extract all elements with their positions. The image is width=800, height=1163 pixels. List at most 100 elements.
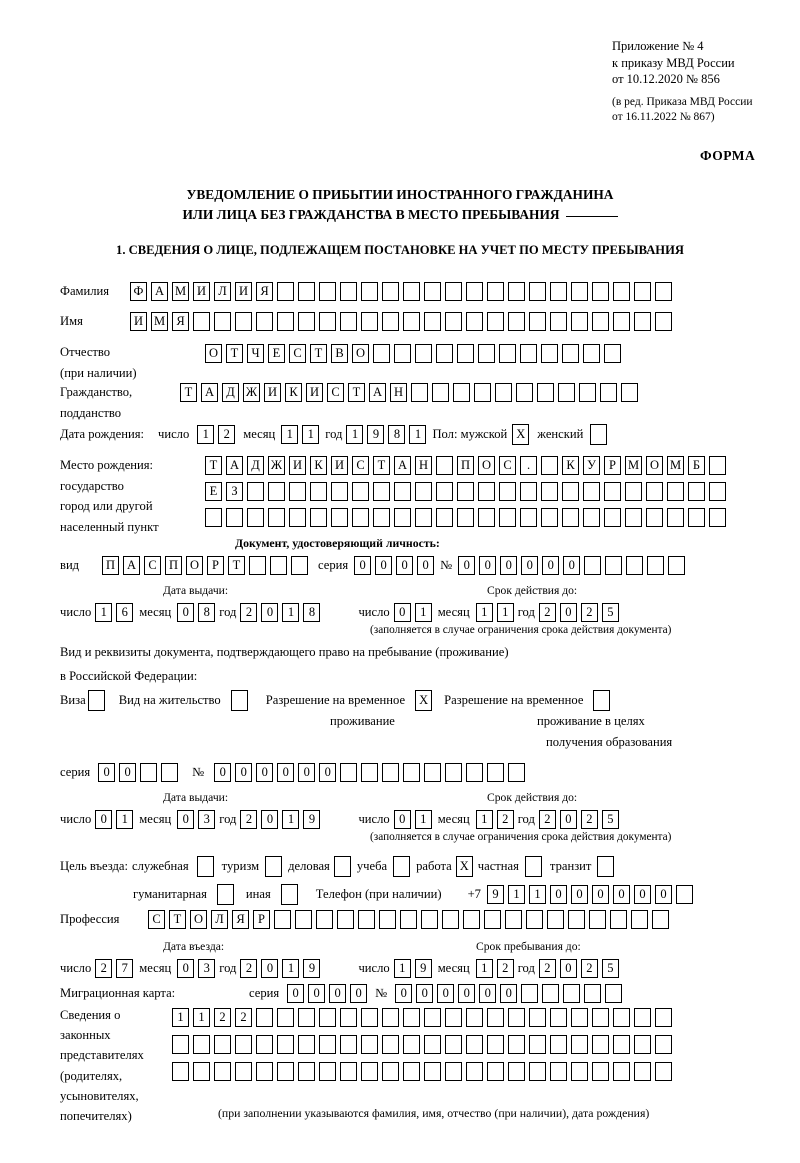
char-box[interactable] [445,1035,462,1054]
char-box[interactable] [340,1008,357,1027]
char-box[interactable] [382,763,400,782]
char-box[interactable]: М [667,456,684,475]
char-box[interactable] [373,508,390,527]
edu-residence-checkbox[interactable] [593,690,611,711]
char-box[interactable] [592,1035,609,1054]
char-box[interactable]: 0 [395,984,413,1003]
char-box[interactable]: Т [348,383,365,402]
char-box[interactable] [600,383,617,402]
char-box[interactable] [613,282,630,301]
char-box[interactable] [457,344,474,363]
char-box[interactable] [331,508,348,527]
char-box[interactable]: 2 [218,425,236,444]
char-box[interactable]: С [144,556,161,575]
char-box[interactable]: 1 [393,959,411,978]
char-box[interactable] [571,282,588,301]
char-box[interactable] [584,984,602,1003]
char-box[interactable]: 0 [319,763,337,782]
char-box[interactable]: 9 [367,425,385,444]
char-box[interactable] [558,383,575,402]
char-box[interactable]: Т [180,383,197,402]
rep-input-line2[interactable] [172,1035,672,1054]
char-box[interactable]: С [352,456,369,475]
char-box[interactable] [247,508,264,527]
char-box[interactable]: 0 [261,603,279,622]
char-box[interactable] [361,1008,378,1027]
char-box[interactable] [214,1035,231,1054]
char-box[interactable]: 2 [496,959,514,978]
char-box[interactable]: С [148,910,165,929]
char-box[interactable] [274,910,291,929]
char-box[interactable] [646,508,663,527]
char-box[interactable] [550,1008,567,1027]
char-box[interactable] [268,482,285,501]
char-box[interactable]: 0 [437,984,455,1003]
char-box[interactable] [403,1008,420,1027]
char-box[interactable] [604,344,621,363]
char-box[interactable]: 1 [507,885,525,904]
char-box[interactable] [541,456,558,475]
char-box[interactable] [542,984,560,1003]
char-box[interactable] [457,482,474,501]
char-box[interactable]: 8 [198,603,216,622]
char-box[interactable] [529,282,546,301]
char-box[interactable]: 0 [98,763,116,782]
char-box[interactable] [394,482,411,501]
char-box[interactable]: О [205,344,222,363]
char-box[interactable] [298,1008,315,1027]
char-box[interactable] [358,910,375,929]
char-box[interactable] [319,312,336,331]
char-box[interactable]: О [478,456,495,475]
char-box[interactable] [382,1035,399,1054]
char-box[interactable]: 0 [308,984,326,1003]
char-box[interactable]: К [310,456,327,475]
char-box[interactable]: 0 [256,763,274,782]
char-box[interactable]: Б [688,456,705,475]
char-box[interactable]: 0 [500,556,518,575]
purpose-business-checkbox[interactable] [333,856,351,877]
char-box[interactable]: 1 [281,425,299,444]
char-box[interactable] [537,383,554,402]
char-box[interactable] [436,482,453,501]
char-box[interactable] [172,1062,189,1081]
char-box[interactable]: Ч [247,344,264,363]
char-box[interactable] [340,1035,357,1054]
char-box[interactable]: 2 [580,959,598,978]
char-box[interactable]: 1 [282,603,300,622]
char-box[interactable]: Я [172,312,189,331]
char-box[interactable] [583,482,600,501]
char-box[interactable] [592,312,609,331]
char-box[interactable] [424,763,442,782]
char-box[interactable]: Д [222,383,239,402]
char-box[interactable]: И [235,282,252,301]
char-box[interactable]: 0 [633,885,651,904]
char-box[interactable]: О [186,556,203,575]
char-box[interactable] [655,1008,672,1027]
char-box[interactable]: И [264,383,281,402]
char-box[interactable]: 0 [277,763,295,782]
char-box[interactable] [508,1062,525,1081]
char-box[interactable] [634,1062,651,1081]
char-box[interactable] [400,910,417,929]
char-box[interactable] [394,344,411,363]
char-box[interactable] [478,508,495,527]
char-box[interactable]: У [583,456,600,475]
char-box[interactable]: 9 [486,885,504,904]
sex-female-checkbox[interactable] [590,424,608,445]
char-box[interactable]: 1 [414,810,432,829]
char-box[interactable] [432,383,449,402]
char-box[interactable]: 5 [601,810,619,829]
char-box[interactable]: К [285,383,302,402]
char-box[interactable] [516,383,533,402]
char-box[interactable]: 0 [393,603,411,622]
residence-permit-checkbox[interactable] [230,690,248,711]
char-box[interactable] [226,508,243,527]
char-box[interactable] [592,282,609,301]
char-box[interactable]: Н [415,456,432,475]
